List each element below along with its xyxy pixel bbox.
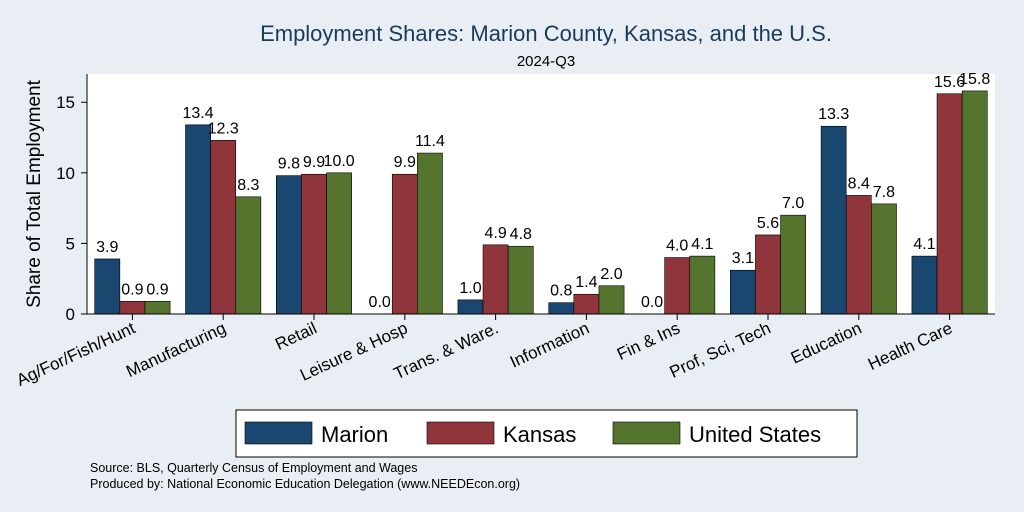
bar-marion-2 bbox=[276, 175, 302, 315]
bar-united-states-8 bbox=[871, 203, 897, 315]
chart-subtitle: 2024-Q3 bbox=[517, 53, 575, 70]
x-category-label: Retail bbox=[272, 318, 319, 354]
bar-kansas-7 bbox=[755, 234, 781, 315]
legend-swatch-marion bbox=[244, 421, 313, 445]
data-label: 3.1 bbox=[732, 250, 754, 267]
data-label: 1.4 bbox=[575, 274, 597, 291]
x-category-label: Information bbox=[507, 318, 592, 371]
bar-kansas-3 bbox=[391, 173, 418, 315]
bar-kansas-4 bbox=[482, 244, 509, 315]
x-category-label: Education bbox=[788, 318, 865, 367]
bar-kansas-0 bbox=[119, 300, 146, 315]
bar-kansas-8 bbox=[845, 195, 872, 315]
chart-title: Employment Shares: Marion County, Kansas… bbox=[260, 21, 832, 46]
legend-label: United States bbox=[689, 422, 821, 447]
data-label: 4.0 bbox=[666, 238, 688, 255]
x-category-label: Prof, Sci, Tech bbox=[667, 318, 774, 381]
data-label: 4.1 bbox=[691, 236, 713, 253]
data-label: 5.6 bbox=[757, 215, 779, 232]
data-label: 0.9 bbox=[121, 281, 143, 298]
legend-label: Kansas bbox=[503, 422, 576, 447]
data-label: 9.9 bbox=[303, 154, 325, 171]
bar-united-states-5 bbox=[598, 285, 625, 315]
data-label: 7.0 bbox=[782, 195, 804, 212]
bar-united-states-3 bbox=[417, 152, 443, 315]
bar-marion-9 bbox=[911, 255, 938, 315]
data-label: 15.6 bbox=[934, 74, 965, 91]
bar-marion-7 bbox=[730, 269, 756, 315]
bar-marion-0 bbox=[94, 258, 121, 315]
legend-group: Marion Kansas United States bbox=[244, 421, 821, 447]
y-ticks-group: 0 5 10 15 bbox=[56, 93, 87, 324]
bar-united-states-7 bbox=[780, 214, 806, 315]
source-note: Source: BLS, Quarterly Census of Employm… bbox=[90, 461, 417, 475]
data-label: 9.9 bbox=[394, 154, 416, 171]
bar-united-states-4 bbox=[507, 245, 534, 315]
bar-united-states-9 bbox=[961, 90, 988, 315]
bar-kansas-1 bbox=[210, 140, 237, 315]
data-label: 8.4 bbox=[848, 175, 870, 192]
y-tick-label: 0 bbox=[66, 305, 75, 324]
produced-by-note: Produced by: National Economic Education… bbox=[90, 477, 520, 491]
legend-box bbox=[235, 409, 858, 458]
data-labels-group: 3.9 13.4 9.8 0.0 1.0 0.8 0.0 3.1 13.3 4.1 0.9 12.3 9… bbox=[96, 71, 990, 311]
x-category-label: Trans. & Ware. bbox=[391, 318, 501, 383]
x-category-label: Manufacturing bbox=[123, 318, 229, 381]
data-label: 0.9 bbox=[146, 281, 168, 298]
legend-label: Marion bbox=[321, 422, 388, 447]
bar-kansas-6 bbox=[664, 257, 691, 315]
bars-group bbox=[94, 90, 988, 315]
data-label: 13.3 bbox=[818, 106, 849, 123]
data-label: 9.8 bbox=[278, 156, 300, 173]
y-tick-label: 15 bbox=[56, 93, 75, 112]
x-category-label: Ag/For/Fish/Hunt bbox=[14, 318, 139, 390]
data-label: 1.0 bbox=[459, 280, 481, 297]
y-axis-label: Share of Total Employment bbox=[24, 79, 45, 307]
data-label: 15.8 bbox=[959, 71, 990, 88]
x-category-label: Health Care bbox=[865, 318, 955, 374]
legend-swatch-kansas bbox=[426, 421, 495, 445]
data-label: 2.0 bbox=[600, 266, 622, 283]
bar-united-states-0 bbox=[144, 300, 171, 315]
data-label: 0.0 bbox=[641, 294, 663, 311]
data-label: 11.4 bbox=[415, 133, 445, 150]
data-label: 3.9 bbox=[96, 239, 118, 256]
legend-swatch-united-states bbox=[612, 421, 681, 445]
data-label: 0.0 bbox=[369, 294, 391, 311]
bar-marion-5 bbox=[548, 302, 575, 315]
bar-marion-4 bbox=[457, 299, 484, 315]
y-tick-label: 5 bbox=[66, 234, 75, 253]
data-label: 7.8 bbox=[873, 184, 895, 201]
bar-kansas-2 bbox=[301, 173, 327, 315]
bar-united-states-1 bbox=[235, 196, 262, 315]
bar-united-states-6 bbox=[689, 255, 716, 315]
data-label: 4.9 bbox=[484, 225, 506, 242]
data-label: 10.0 bbox=[324, 153, 355, 170]
data-label: 0.8 bbox=[550, 283, 572, 300]
bar-united-states-2 bbox=[326, 172, 352, 315]
x-category-label: Fin & Ins bbox=[614, 318, 683, 364]
bar-kansas-9 bbox=[936, 93, 963, 315]
data-label: 13.4 bbox=[183, 105, 214, 122]
bar-marion-8 bbox=[820, 125, 847, 315]
y-tick-label: 10 bbox=[56, 164, 75, 183]
data-label: 4.1 bbox=[913, 236, 935, 253]
data-label: 8.3 bbox=[237, 177, 259, 194]
data-label: 12.3 bbox=[208, 120, 239, 137]
bar-kansas-5 bbox=[573, 293, 600, 315]
bar-marion-1 bbox=[185, 124, 211, 315]
data-label: 4.8 bbox=[510, 226, 532, 243]
